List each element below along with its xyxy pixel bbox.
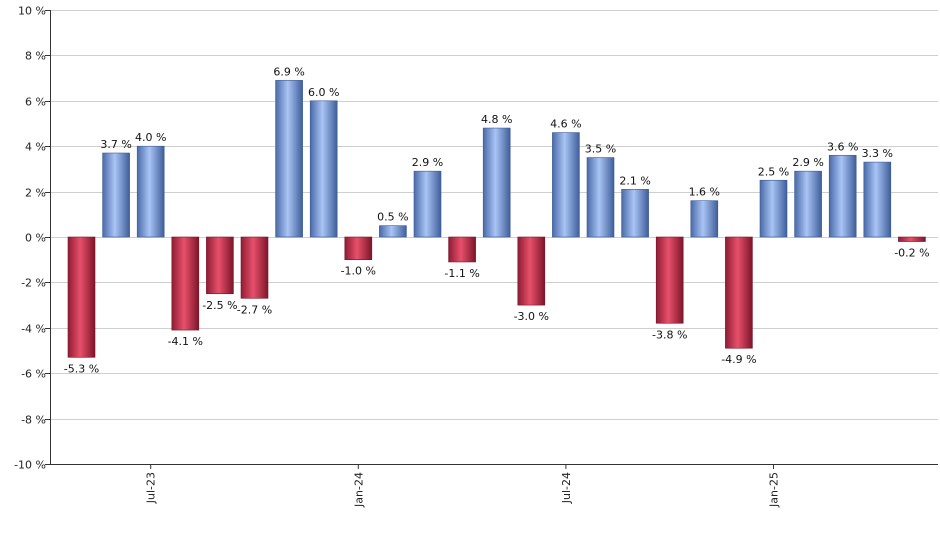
data-label: 2.9 % [792, 156, 823, 169]
x-tick-label: Jul-23 [145, 472, 158, 504]
data-label: -2.7 % [237, 303, 272, 316]
data-label: -1.0 % [341, 265, 376, 278]
bar [344, 236, 373, 261]
data-label: 0.5 % [377, 211, 408, 224]
data-label: -4.1 % [168, 335, 203, 348]
data-label: 2.9 % [412, 156, 443, 169]
bar [240, 236, 269, 299]
bar [794, 170, 822, 238]
data-label: 4.6 % [550, 118, 581, 131]
bar [759, 179, 788, 238]
bar [448, 236, 476, 263]
y-tick-label: -4 % [21, 323, 46, 336]
bar [898, 236, 926, 242]
data-label: -1.1 % [444, 267, 479, 280]
bar [67, 236, 96, 358]
y-tick-label: -10 % [14, 459, 46, 472]
x-tick-label: Jul-24 [560, 472, 573, 504]
bar [136, 145, 165, 238]
bar [552, 132, 580, 238]
data-label: -0.2 % [894, 247, 929, 260]
bar [621, 189, 649, 238]
data-label: -4.9 % [721, 353, 756, 366]
data-label: 4.0 % [135, 131, 166, 144]
x-tick-label: Jan-25 [768, 472, 781, 508]
data-label: -3.0 % [514, 310, 549, 323]
bar [102, 152, 130, 238]
bar [828, 154, 857, 238]
y-tick-label: 0 % [25, 232, 46, 245]
y-tick-label: 8 % [25, 50, 46, 63]
bar [586, 157, 615, 238]
data-label: -5.3 % [64, 362, 99, 375]
y-tick-label: 6 % [25, 96, 46, 109]
y-tick-label: 2 % [25, 187, 46, 200]
bar [206, 236, 234, 295]
bar [655, 236, 684, 324]
y-tick-label: -8 % [21, 414, 46, 427]
bar [517, 236, 546, 306]
data-labels: -5.3 % 3.7 % 4.0 % -4.1 % -2.5 % -2.7 % 6.9 % 6… [64, 65, 930, 375]
y-axis: 10 % 8 % 6 % 4 % 2 % 0 % -2 % -4 % -6 % -8 % -10 % [14, 5, 51, 472]
data-label: 4.8 % [481, 113, 512, 126]
data-label: 3.5 % [585, 143, 616, 156]
data-label: 6.9 % [273, 65, 304, 78]
bar [863, 161, 892, 238]
data-label: 2.1 % [619, 174, 650, 187]
bar [309, 100, 338, 238]
y-tick-label: -2 % [21, 277, 46, 290]
y-tick-label: 4 % [25, 141, 46, 154]
bar [725, 236, 753, 349]
bars [67, 80, 926, 358]
data-label: 6.0 % [308, 86, 339, 99]
bar [379, 225, 407, 238]
data-label: 3.3 % [862, 147, 893, 160]
bar [413, 170, 442, 238]
data-label: -3.8 % [652, 328, 687, 341]
data-label: 2.5 % [758, 165, 789, 178]
bar [171, 236, 200, 331]
bar [275, 80, 303, 238]
x-axis: Jul-23 Jan-24 Jul-24 Jan-25 [50, 464, 938, 508]
bar [482, 127, 511, 238]
data-label: 1.6 % [689, 186, 720, 199]
y-tick-label: 10 % [18, 5, 46, 18]
bar [690, 200, 719, 238]
data-label: -2.5 % [202, 299, 237, 312]
data-label: 3.6 % [827, 140, 858, 153]
data-label: 3.7 % [100, 138, 131, 151]
y-tick-label: -6 % [21, 368, 46, 381]
x-tick-label: Jan-24 [352, 472, 365, 508]
